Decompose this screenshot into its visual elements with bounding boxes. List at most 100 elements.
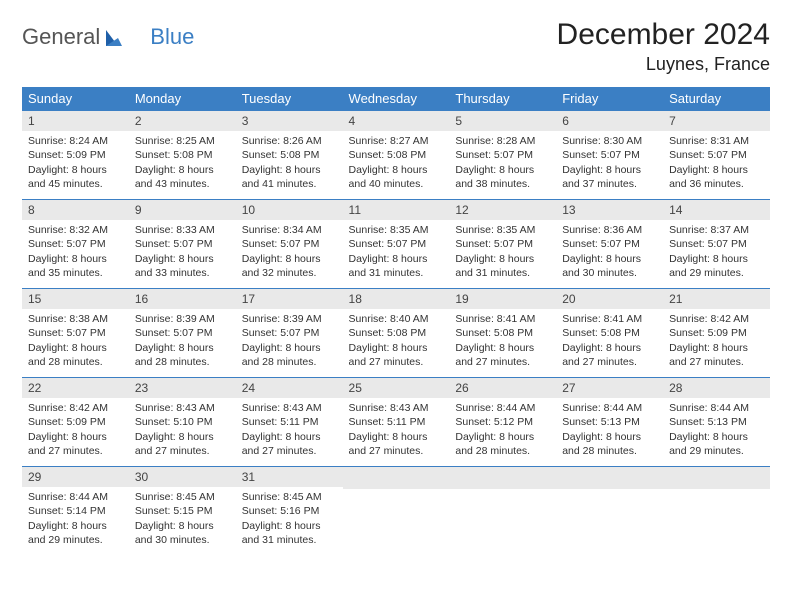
weekday-header-cell: Saturday: [663, 87, 770, 111]
sunrise-line: Sunrise: 8:24 AM: [28, 134, 123, 148]
daylight-line: Daylight: 8 hours and 31 minutes.: [455, 252, 550, 280]
daylight-line: Daylight: 8 hours and 29 minutes.: [669, 430, 764, 458]
day-number: 21: [663, 289, 770, 309]
day-number: 3: [236, 111, 343, 131]
sunrise-line: Sunrise: 8:33 AM: [135, 223, 230, 237]
calendar-weekday-header: SundayMondayTuesdayWednesdayThursdayFrid…: [22, 87, 770, 111]
brand-word-2: Blue: [150, 24, 194, 50]
sunset-line: Sunset: 5:08 PM: [349, 326, 444, 340]
sunrise-line: Sunrise: 8:27 AM: [349, 134, 444, 148]
sunrise-line: Sunrise: 8:44 AM: [28, 490, 123, 504]
day-number: 20: [556, 289, 663, 309]
brand-word-1: General: [22, 24, 100, 50]
day-details: Sunrise: 8:27 AMSunset: 5:08 PMDaylight:…: [343, 131, 450, 197]
daylight-line: Daylight: 8 hours and 27 minutes.: [669, 341, 764, 369]
sunset-line: Sunset: 5:08 PM: [135, 148, 230, 162]
sail-icon: [104, 28, 126, 48]
sunset-line: Sunset: 5:11 PM: [242, 415, 337, 429]
day-details: Sunrise: 8:35 AMSunset: 5:07 PMDaylight:…: [449, 220, 556, 286]
daylight-line: Daylight: 8 hours and 27 minutes.: [562, 341, 657, 369]
sunrise-line: Sunrise: 8:43 AM: [349, 401, 444, 415]
daylight-line: Daylight: 8 hours and 37 minutes.: [562, 163, 657, 191]
empty-day-header: [556, 467, 663, 489]
calendar-day-cell: 23Sunrise: 8:43 AMSunset: 5:10 PMDayligh…: [129, 378, 236, 467]
calendar-empty-cell: [343, 467, 450, 556]
calendar-day-cell: 18Sunrise: 8:40 AMSunset: 5:08 PMDayligh…: [343, 289, 450, 378]
day-number: 19: [449, 289, 556, 309]
calendar-table: SundayMondayTuesdayWednesdayThursdayFrid…: [22, 87, 770, 555]
daylight-line: Daylight: 8 hours and 27 minutes.: [28, 430, 123, 458]
brand-logo: General Blue: [22, 24, 194, 50]
day-details: Sunrise: 8:44 AMSunset: 5:13 PMDaylight:…: [663, 398, 770, 464]
calendar-day-cell: 6Sunrise: 8:30 AMSunset: 5:07 PMDaylight…: [556, 111, 663, 200]
calendar-day-cell: 25Sunrise: 8:43 AMSunset: 5:11 PMDayligh…: [343, 378, 450, 467]
day-details: Sunrise: 8:26 AMSunset: 5:08 PMDaylight:…: [236, 131, 343, 197]
calendar-week-row: 22Sunrise: 8:42 AMSunset: 5:09 PMDayligh…: [22, 378, 770, 467]
calendar-day-cell: 7Sunrise: 8:31 AMSunset: 5:07 PMDaylight…: [663, 111, 770, 200]
calendar-day-cell: 26Sunrise: 8:44 AMSunset: 5:12 PMDayligh…: [449, 378, 556, 467]
empty-day-header: [663, 467, 770, 489]
calendar-day-cell: 12Sunrise: 8:35 AMSunset: 5:07 PMDayligh…: [449, 200, 556, 289]
title-block: December 2024 Luynes, France: [557, 18, 770, 75]
month-title: December 2024: [557, 18, 770, 52]
empty-day-header: [449, 467, 556, 489]
sunrise-line: Sunrise: 8:39 AM: [242, 312, 337, 326]
sunset-line: Sunset: 5:07 PM: [242, 237, 337, 251]
day-number: 9: [129, 200, 236, 220]
day-details: Sunrise: 8:37 AMSunset: 5:07 PMDaylight:…: [663, 220, 770, 286]
calendar-day-cell: 22Sunrise: 8:42 AMSunset: 5:09 PMDayligh…: [22, 378, 129, 467]
calendar-day-cell: 20Sunrise: 8:41 AMSunset: 5:08 PMDayligh…: [556, 289, 663, 378]
sunrise-line: Sunrise: 8:30 AM: [562, 134, 657, 148]
daylight-line: Daylight: 8 hours and 30 minutes.: [562, 252, 657, 280]
day-details: Sunrise: 8:42 AMSunset: 5:09 PMDaylight:…: [22, 398, 129, 464]
daylight-line: Daylight: 8 hours and 30 minutes.: [135, 519, 230, 547]
calendar-empty-cell: [663, 467, 770, 556]
day-number: 27: [556, 378, 663, 398]
day-number: 6: [556, 111, 663, 131]
sunset-line: Sunset: 5:07 PM: [562, 237, 657, 251]
sunset-line: Sunset: 5:09 PM: [28, 415, 123, 429]
day-number: 11: [343, 200, 450, 220]
sunset-line: Sunset: 5:10 PM: [135, 415, 230, 429]
sunset-line: Sunset: 5:16 PM: [242, 504, 337, 518]
day-details: Sunrise: 8:39 AMSunset: 5:07 PMDaylight:…: [236, 309, 343, 375]
sunset-line: Sunset: 5:09 PM: [28, 148, 123, 162]
daylight-line: Daylight: 8 hours and 40 minutes.: [349, 163, 444, 191]
day-details: Sunrise: 8:28 AMSunset: 5:07 PMDaylight:…: [449, 131, 556, 197]
day-details: Sunrise: 8:45 AMSunset: 5:16 PMDaylight:…: [236, 487, 343, 553]
sunset-line: Sunset: 5:07 PM: [135, 237, 230, 251]
day-number: 2: [129, 111, 236, 131]
day-number: 1: [22, 111, 129, 131]
sunset-line: Sunset: 5:08 PM: [349, 148, 444, 162]
day-details: Sunrise: 8:25 AMSunset: 5:08 PMDaylight:…: [129, 131, 236, 197]
day-details: Sunrise: 8:40 AMSunset: 5:08 PMDaylight:…: [343, 309, 450, 375]
day-number: 8: [22, 200, 129, 220]
calendar-day-cell: 24Sunrise: 8:43 AMSunset: 5:11 PMDayligh…: [236, 378, 343, 467]
weekday-header-cell: Thursday: [449, 87, 556, 111]
day-number: 14: [663, 200, 770, 220]
day-details: Sunrise: 8:42 AMSunset: 5:09 PMDaylight:…: [663, 309, 770, 375]
sunrise-line: Sunrise: 8:43 AM: [135, 401, 230, 415]
day-details: Sunrise: 8:30 AMSunset: 5:07 PMDaylight:…: [556, 131, 663, 197]
empty-day-header: [343, 467, 450, 489]
day-number: 4: [343, 111, 450, 131]
day-number: 18: [343, 289, 450, 309]
calendar-page: General Blue December 2024 Luynes, Franc…: [0, 0, 792, 565]
sunset-line: Sunset: 5:07 PM: [28, 326, 123, 340]
calendar-day-cell: 3Sunrise: 8:26 AMSunset: 5:08 PMDaylight…: [236, 111, 343, 200]
calendar-day-cell: 30Sunrise: 8:45 AMSunset: 5:15 PMDayligh…: [129, 467, 236, 556]
day-number: 5: [449, 111, 556, 131]
day-details: Sunrise: 8:34 AMSunset: 5:07 PMDaylight:…: [236, 220, 343, 286]
day-number: 16: [129, 289, 236, 309]
day-number: 15: [22, 289, 129, 309]
day-details: Sunrise: 8:43 AMSunset: 5:11 PMDaylight:…: [343, 398, 450, 464]
calendar-day-cell: 8Sunrise: 8:32 AMSunset: 5:07 PMDaylight…: [22, 200, 129, 289]
sunrise-line: Sunrise: 8:38 AM: [28, 312, 123, 326]
daylight-line: Daylight: 8 hours and 29 minutes.: [669, 252, 764, 280]
weekday-header-cell: Tuesday: [236, 87, 343, 111]
day-details: Sunrise: 8:39 AMSunset: 5:07 PMDaylight:…: [129, 309, 236, 375]
sunrise-line: Sunrise: 8:28 AM: [455, 134, 550, 148]
sunrise-line: Sunrise: 8:45 AM: [242, 490, 337, 504]
daylight-line: Daylight: 8 hours and 31 minutes.: [349, 252, 444, 280]
sunrise-line: Sunrise: 8:34 AM: [242, 223, 337, 237]
